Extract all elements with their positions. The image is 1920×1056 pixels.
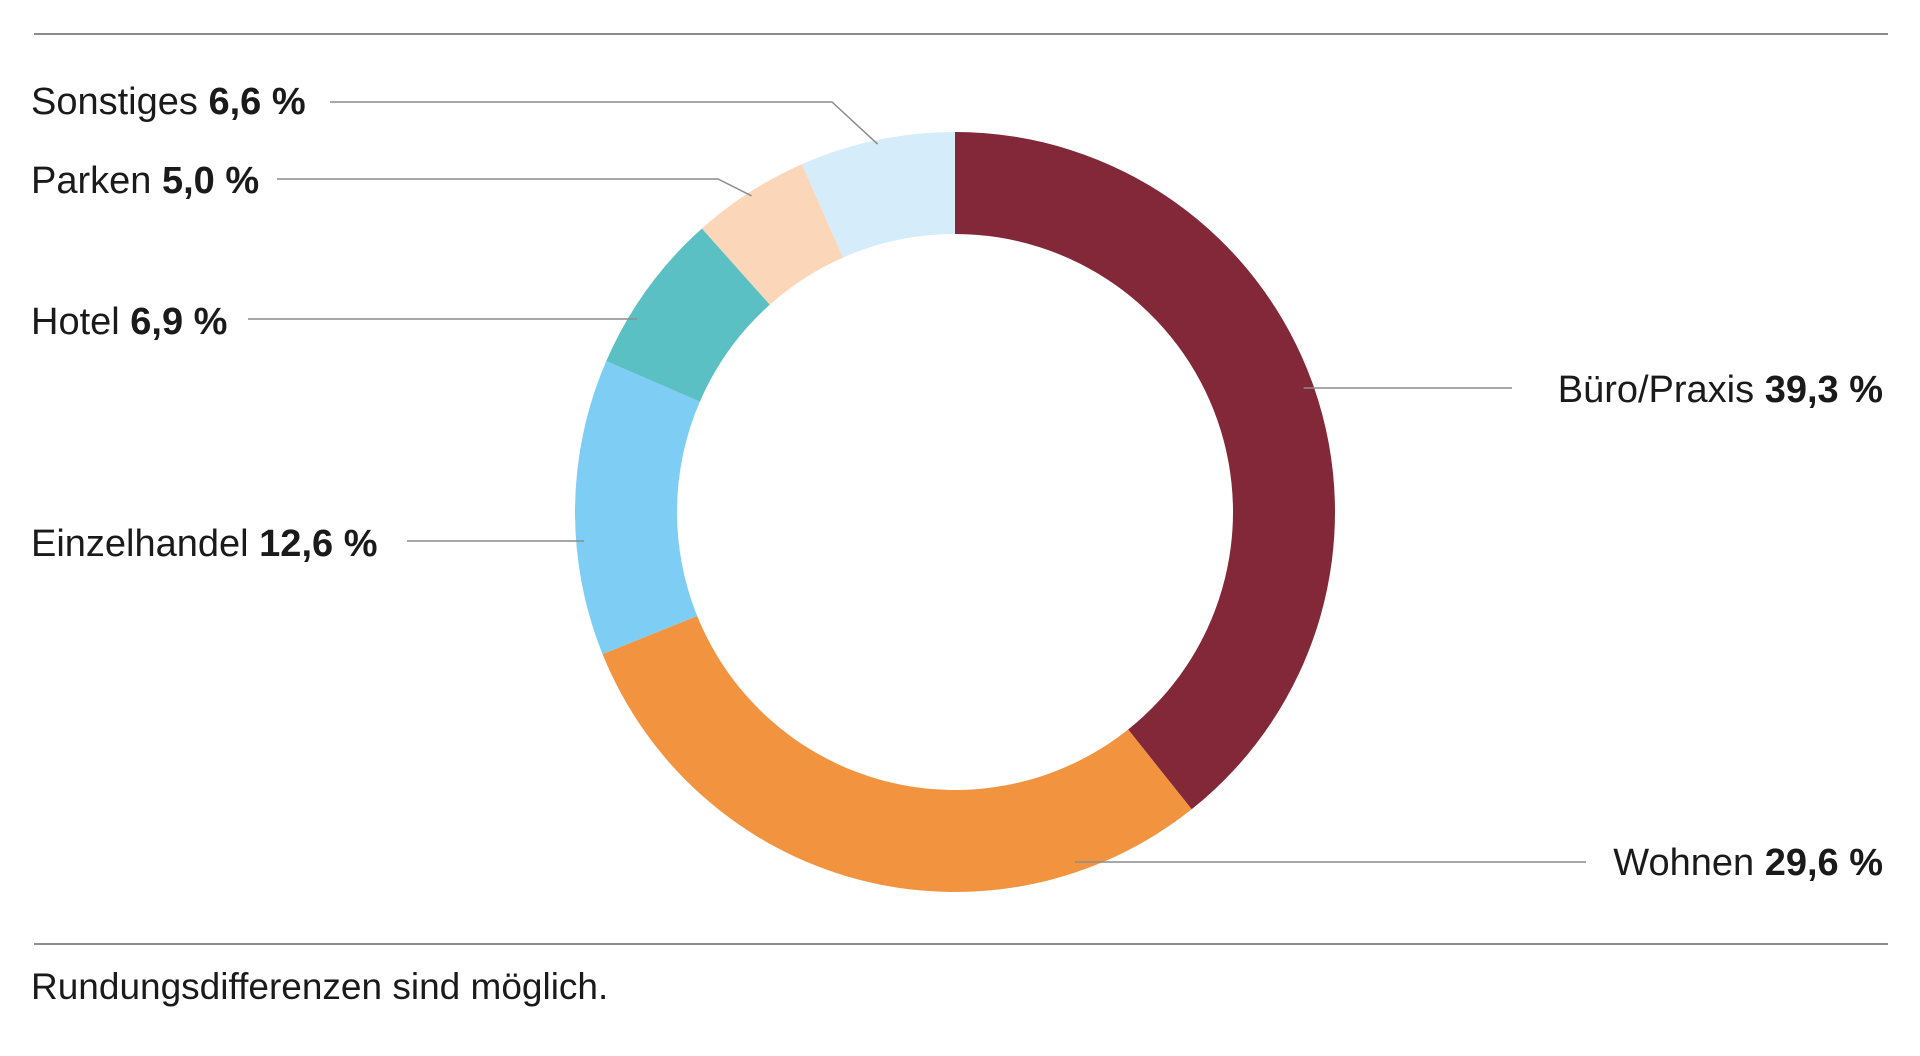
slice-label-value: 29,6 % <box>1765 842 1883 884</box>
slice-sonstiges <box>801 132 955 258</box>
slice-label-value: 5,0 % <box>162 160 259 202</box>
slice-einzelhandel <box>574 361 700 655</box>
slice-label-name: Sonstiges <box>31 81 208 123</box>
slice-label-name: Hotel <box>31 301 130 343</box>
slice-label-value: 12,6 % <box>259 523 377 565</box>
slice-label-name: Wohnen <box>1613 842 1764 884</box>
slice-wohnen <box>602 615 1192 892</box>
slice-labels: Büro/Praxis 39,3 % Wohnen 29,6 % Einzelhan… <box>31 81 1883 884</box>
top-rule <box>34 33 1888 35</box>
slice-parken <box>701 164 843 305</box>
slice-label: Hotel 6,9 % <box>31 301 227 343</box>
slice-büro-praxis <box>955 132 1335 810</box>
slice-label-value: 6,6 % <box>208 81 305 123</box>
donut-slices <box>574 132 1335 892</box>
slice-label-name: Parken <box>31 160 162 202</box>
bottom-rule <box>34 943 1888 945</box>
slice-label: Wohnen 29,6 % <box>1613 842 1883 884</box>
footnote: Rundungsdifferenzen sind möglich. <box>31 966 609 1007</box>
slice-label: Büro/Praxis 39,3 % <box>1558 369 1883 411</box>
slice-label-name: Büro/Praxis <box>1558 369 1765 411</box>
slice-label: Sonstiges 6,6 % <box>31 81 306 123</box>
leader-line <box>277 178 752 197</box>
slice-label-value: 6,9 % <box>130 301 227 343</box>
slice-label: Parken 5,0 % <box>31 160 259 202</box>
slice-hotel <box>606 228 770 402</box>
slice-label: Einzelhandel 12,6 % <box>31 523 377 565</box>
leader-line <box>330 101 879 145</box>
slice-label-name: Einzelhandel <box>31 523 259 565</box>
slice-label-value: 39,3 % <box>1765 369 1883 411</box>
leader-lines <box>248 101 1586 863</box>
